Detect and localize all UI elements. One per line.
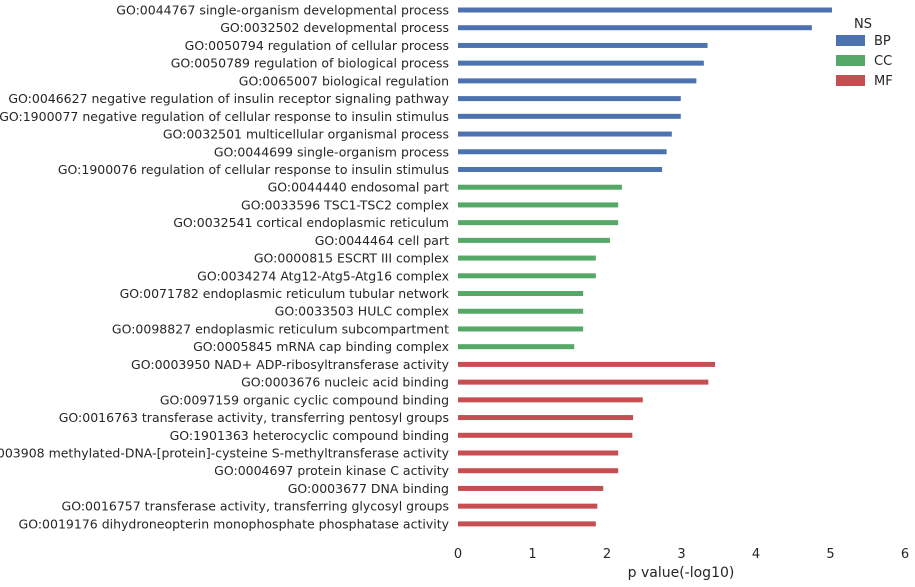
bar-cc bbox=[458, 184, 622, 190]
legend-label-bp: BP bbox=[874, 34, 891, 49]
category-labels-layer: GO:0044767 single-organism developmental… bbox=[0, 3, 450, 532]
bar-mf bbox=[458, 379, 709, 385]
category-label: GO:0032502 developmental process bbox=[220, 20, 449, 35]
category-label: GO:1900077 negative regulation of cellul… bbox=[0, 109, 449, 124]
category-label: GO:0019176 dihydroneopterin monophosphat… bbox=[19, 516, 450, 531]
category-label: GO:1900076 regulation of cellular respon… bbox=[58, 162, 449, 177]
bar-bp bbox=[458, 42, 708, 48]
category-label: GO:0050794 regulation of cellular proces… bbox=[185, 38, 449, 53]
bar-cc bbox=[458, 291, 584, 297]
category-label: GO:0044464 cell part bbox=[315, 233, 449, 248]
category-label: GO:0003950 NAD+ ADP-ribosyltransferase a… bbox=[131, 357, 450, 372]
category-label: GO:0065007 biological regulation bbox=[239, 73, 449, 88]
category-label: GO:0033503 HULC complex bbox=[275, 304, 449, 319]
category-label: GO:0097159 organic cyclic compound bindi… bbox=[160, 392, 449, 407]
bar-mf bbox=[458, 432, 633, 438]
bar-mf bbox=[458, 485, 604, 491]
x-tick-label: 0 bbox=[454, 547, 462, 562]
bar-cc bbox=[458, 220, 619, 226]
bar-mf bbox=[458, 450, 619, 456]
bar-cc bbox=[458, 273, 596, 279]
bar-cc bbox=[458, 344, 575, 350]
bar-cc bbox=[458, 326, 584, 332]
category-label: GO:0016757 transferase activity, transfe… bbox=[62, 499, 449, 514]
bar-mf bbox=[458, 503, 598, 509]
x-tick-label: 4 bbox=[752, 547, 760, 562]
legend-title: NS bbox=[854, 17, 872, 32]
x-tick-label: 3 bbox=[677, 547, 685, 562]
category-label: GO:0003677 DNA binding bbox=[288, 481, 449, 496]
category-label: GO:0034274 Atg12-Atg5-Atg16 complex bbox=[197, 268, 449, 283]
category-label: GO:0016763 transferase activity, transfe… bbox=[59, 410, 449, 425]
category-label: GO:0004697 protein kinase C activity bbox=[214, 463, 449, 478]
legend: NS BP CC MF bbox=[836, 17, 893, 89]
category-label: GO:0005845 mRNA cap binding complex bbox=[193, 339, 449, 354]
bar-bp bbox=[458, 96, 681, 102]
bar-mf bbox=[458, 415, 634, 421]
bar-bp bbox=[458, 78, 697, 84]
category-label: GO:0003908 methylated-DNA-[protein]-cyst… bbox=[0, 446, 450, 461]
category-label: GO:0032501 multicellular organismal proc… bbox=[163, 127, 449, 142]
legend-swatch-cc bbox=[836, 55, 865, 66]
x-axis-ticks-layer: 0 1 2 3 4 5 6 bbox=[454, 547, 909, 562]
bar-cc bbox=[458, 308, 584, 314]
bar-mf bbox=[458, 397, 643, 403]
bar-bp bbox=[458, 166, 663, 172]
x-tick-label: 2 bbox=[603, 547, 611, 562]
bar-cc bbox=[458, 237, 610, 243]
category-label: GO:0046627 negative regulation of insuli… bbox=[8, 91, 449, 106]
category-label: GO:0044440 endosomal part bbox=[268, 180, 450, 195]
category-label: GO:0071782 endoplasmic reticulum tubular… bbox=[120, 286, 450, 301]
x-tick-label: 6 bbox=[901, 547, 909, 562]
bar-mf bbox=[458, 361, 716, 367]
legend-swatch-bp bbox=[836, 35, 865, 46]
category-label: GO:0032541 cortical endoplasmic reticulu… bbox=[173, 215, 449, 230]
bar-mf bbox=[458, 468, 619, 474]
x-axis-label: p value(-log10) bbox=[628, 565, 735, 581]
category-label: GO:0000815 ESCRT III complex bbox=[254, 251, 449, 266]
x-tick-label: 1 bbox=[528, 547, 536, 562]
legend-swatch-mf bbox=[836, 75, 865, 86]
bars-layer bbox=[458, 7, 832, 527]
bar-bp bbox=[458, 25, 812, 31]
bar-cc bbox=[458, 202, 619, 208]
category-label: GO:0050789 regulation of biological proc… bbox=[171, 56, 449, 71]
category-label: GO:0044767 single-organism developmental… bbox=[116, 3, 449, 18]
x-tick-label: 5 bbox=[826, 547, 834, 562]
bar-bp bbox=[458, 113, 681, 119]
category-label: GO:0033596 TSC1-TSC2 complex bbox=[241, 197, 449, 212]
category-label: GO:1901363 heterocyclic compound binding bbox=[170, 428, 449, 443]
category-label: GO:0044699 single-organism process bbox=[214, 144, 449, 159]
legend-label-cc: CC bbox=[874, 54, 892, 69]
category-label: GO:0003676 nucleic acid binding bbox=[241, 375, 449, 390]
category-label: GO:0098827 endoplasmic reticulum subcomp… bbox=[112, 321, 449, 336]
legend-label-mf: MF bbox=[874, 74, 893, 89]
bar-mf bbox=[458, 521, 596, 527]
bar-bp bbox=[458, 7, 832, 13]
bar-bp bbox=[458, 149, 667, 155]
bar-bp bbox=[458, 131, 672, 137]
bar-cc bbox=[458, 255, 596, 261]
bar-bp bbox=[458, 60, 704, 66]
